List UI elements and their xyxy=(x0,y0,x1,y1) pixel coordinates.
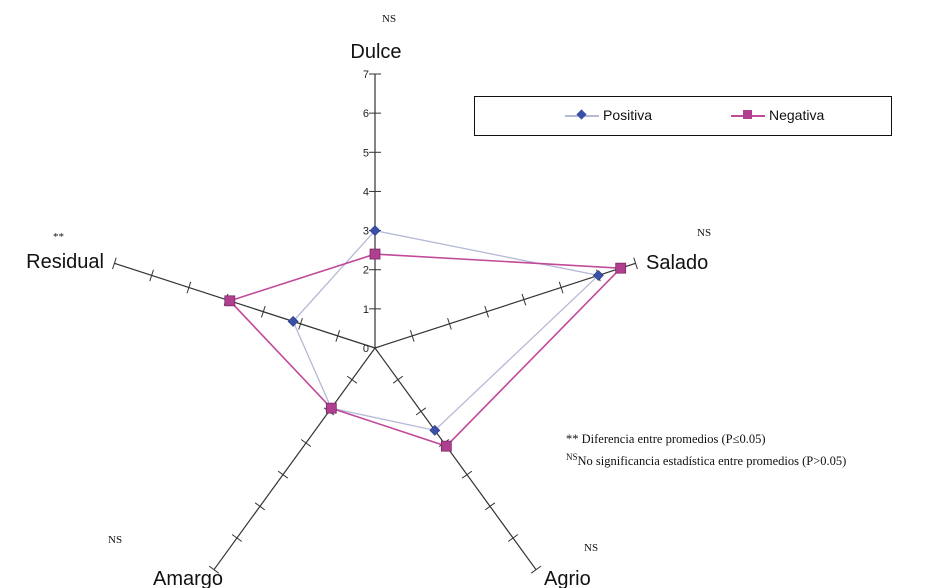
axis-tick-mark xyxy=(507,534,519,542)
axis-tick-mark xyxy=(254,502,266,511)
tick-label: 2 xyxy=(363,265,369,277)
axis-label-residual: Residual xyxy=(26,251,104,273)
legend: Positiva Negativa xyxy=(474,96,892,136)
axis-tick-mark xyxy=(447,317,452,330)
legend-label-negativa: Negativa xyxy=(769,107,825,123)
series-line-negativa xyxy=(228,253,623,448)
data-point-negativa xyxy=(615,262,627,274)
axis-tick-mark xyxy=(231,534,243,542)
axis-label-amargo: Amargo xyxy=(153,568,223,588)
data-point-positiva xyxy=(369,225,381,236)
legend-label-positiva: Positiva xyxy=(603,107,653,123)
axis-tick-mark xyxy=(186,281,192,294)
footnote-ns-marker: NS xyxy=(566,452,578,462)
axis-tick-mark xyxy=(521,293,527,306)
footnotes: ** Diferencia entre promedios (P≤0.05) N… xyxy=(566,430,846,470)
axis-tick-mark xyxy=(461,470,473,479)
axis-spoke-salado xyxy=(374,262,636,349)
axis-tick-mark xyxy=(415,407,427,416)
significance-marker-salado: NS xyxy=(697,227,711,239)
axis-label-salado: Salado xyxy=(646,252,708,274)
axis-label-agrio: Agrio xyxy=(544,568,591,588)
axis-tick-mark xyxy=(277,470,289,479)
significance-marker-residual: ** xyxy=(53,231,64,243)
data-point-negativa xyxy=(325,402,337,414)
axis-spoke-residual xyxy=(114,262,376,349)
significance-marker-agrio: NS xyxy=(584,542,598,554)
data-point-positiva xyxy=(429,424,441,436)
data-point-negativa xyxy=(369,248,381,260)
data-point-positiva xyxy=(592,270,604,281)
footnote-not-significant: NSNo significancia estadística entre pro… xyxy=(566,448,846,470)
axis-label-dulce: Dulce xyxy=(350,41,401,63)
data-point-positiva xyxy=(287,315,299,327)
axis-tick-mark xyxy=(260,305,266,318)
legend-item-positiva: Positiva xyxy=(565,107,652,123)
axis-tick-mark xyxy=(484,502,496,511)
tick-label: 7 xyxy=(363,69,369,81)
significance-marker-amargo: NS xyxy=(108,534,122,546)
axis-spoke-amargo xyxy=(213,347,376,571)
tick-label: 3 xyxy=(363,226,369,238)
axis-tick-mark xyxy=(300,439,312,447)
axis-tick-mark xyxy=(346,375,358,384)
axis-spoke-agrio xyxy=(374,347,537,571)
data-point-negativa xyxy=(440,440,452,452)
tick-label: 5 xyxy=(363,147,369,159)
footnote-ns-text: No significancia estadística entre prome… xyxy=(577,454,847,469)
legend-swatch-positiva xyxy=(565,108,599,122)
axis-tick-mark xyxy=(112,257,117,270)
tick-label: 6 xyxy=(363,108,369,120)
axis-tick-mark xyxy=(208,565,220,574)
axis-tick-mark xyxy=(335,330,341,342)
significance-marker-dulce: NS xyxy=(382,13,396,25)
axis-tick-mark xyxy=(633,257,638,270)
tick-label: 4 xyxy=(363,186,369,198)
data-point-negativa xyxy=(224,295,236,307)
axis-tick-mark xyxy=(392,375,404,384)
axis-tick-mark xyxy=(149,269,154,282)
tick-label: 1 xyxy=(363,304,369,316)
axis-tick-mark xyxy=(409,330,415,342)
footnote-significant: ** Diferencia entre promedios (P≤0.05) xyxy=(566,432,766,446)
axis-tick-mark xyxy=(558,281,564,294)
legend-item-negativa: Negativa xyxy=(731,107,824,123)
tick-label: 0 xyxy=(363,343,369,355)
axis-tick-mark xyxy=(530,565,542,574)
axis-tick-mark xyxy=(484,305,490,318)
axis-tick-mark xyxy=(298,317,303,330)
legend-swatch-negativa xyxy=(731,108,765,122)
series-line-positiva xyxy=(292,229,600,432)
